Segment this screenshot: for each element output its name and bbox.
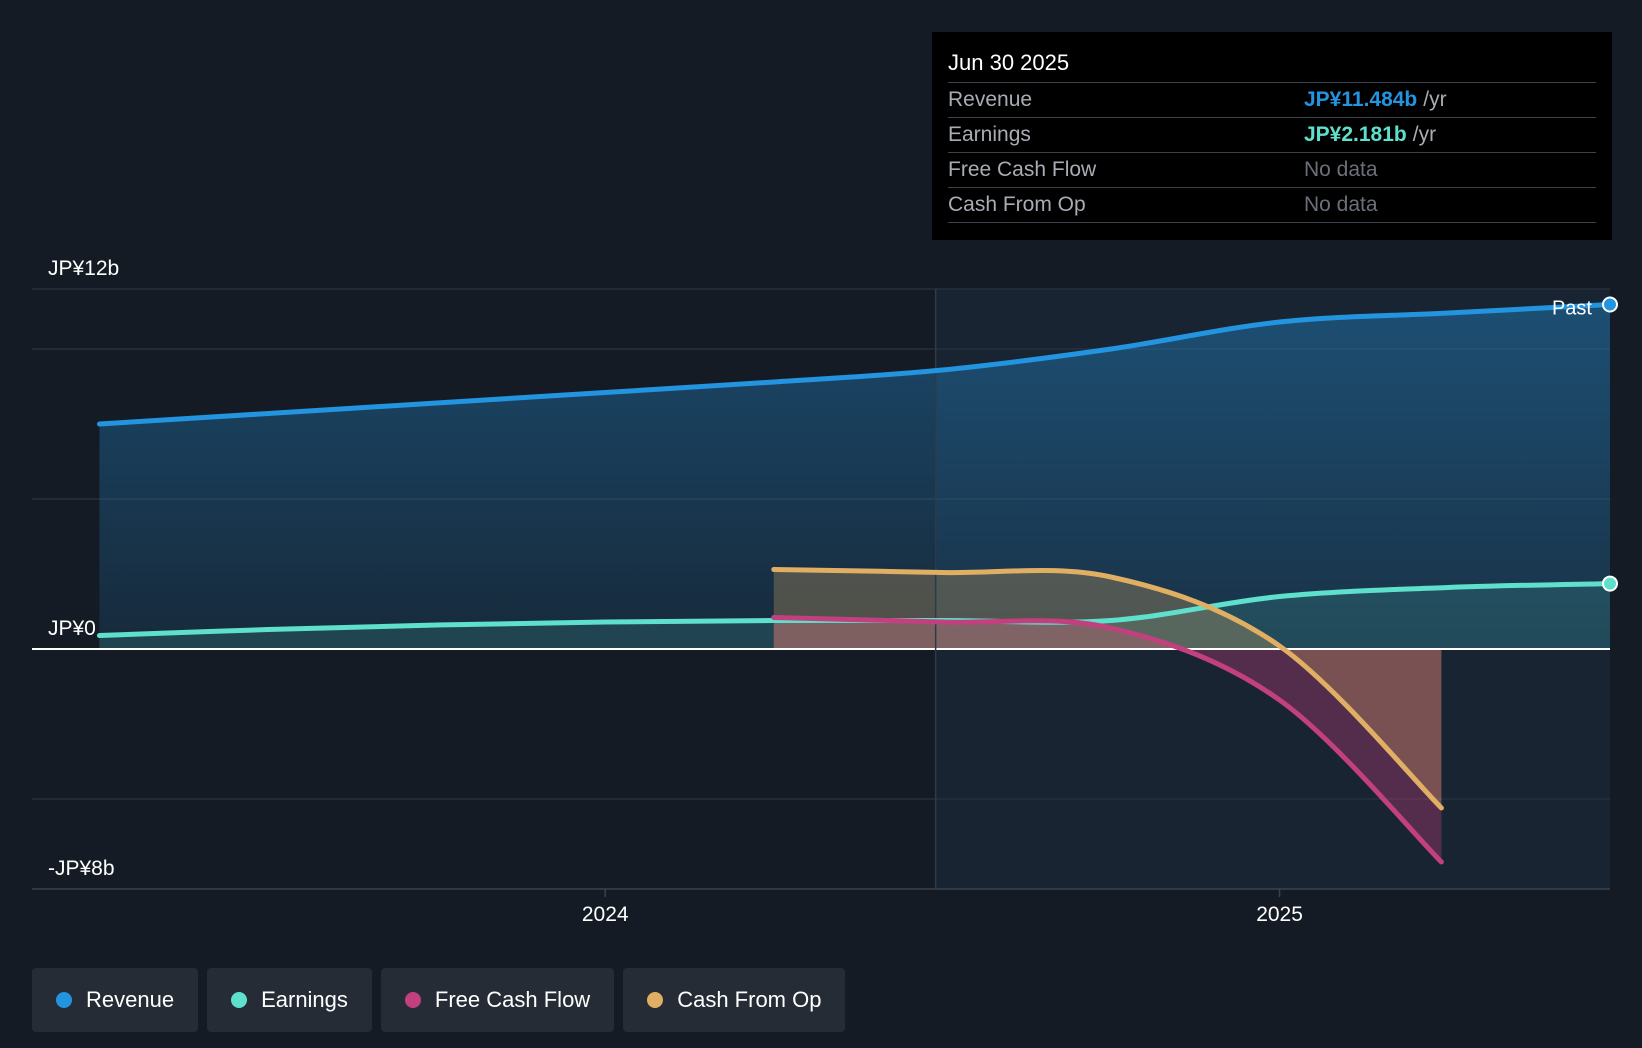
- tooltip-label: Cash From Op: [948, 193, 1086, 216]
- revenue-line: [96, 301, 1613, 427]
- chart: JP¥12b JP¥0 -JP¥8b 2024 2025 Past: [32, 257, 1618, 926]
- tooltip-row-free-cash-flow: Free Cash Flow No data: [948, 153, 1596, 188]
- tooltip-value: No data: [1304, 158, 1378, 181]
- legend-label: Earnings: [261, 987, 348, 1012]
- earnings-dot-icon: [231, 992, 248, 1008]
- revenue-dot-icon: [56, 992, 72, 1008]
- free-cash-flow-dot-icon: [404, 992, 421, 1008]
- revenue-area: [99, 304, 1610, 649]
- tooltip-label: Earnings: [948, 123, 1031, 146]
- tooltip-label: Free Cash Flow: [948, 158, 1097, 181]
- tooltip-value: JP¥2.181b: [1304, 123, 1407, 146]
- cash-from-op-area: [773, 569, 1442, 808]
- y-axis-labels: JP¥12b JP¥0 -JP¥8b: [48, 257, 119, 880]
- earnings-area: [99, 583, 1610, 649]
- tooltip-date: Jun 30 2025: [948, 46, 1596, 83]
- legend-item-cash-from-op[interactable]: Cash From Op: [623, 968, 846, 1032]
- legend-label: Cash From Op: [677, 987, 822, 1012]
- hover-tooltip: Jun 30 2025 Revenue JP¥11.484b /yr Earni…: [932, 32, 1612, 240]
- series-lines: [96, 296, 1618, 865]
- legend: Revenue Earnings Free Cash Flow Cash Fro…: [32, 968, 846, 1032]
- x-axis-labels: 2024 2025: [582, 889, 1303, 926]
- legend-item-revenue[interactable]: Revenue: [32, 968, 199, 1032]
- tooltip-row-revenue: Revenue JP¥11.484b /yr: [948, 83, 1596, 118]
- tooltip-unit: /yr: [1423, 88, 1447, 111]
- tooltip-row-cash-from-op: Cash From Op No data: [948, 188, 1596, 223]
- past-label: Past: [1552, 297, 1592, 319]
- legend-item-free-cash-flow[interactable]: Free Cash Flow: [380, 968, 615, 1032]
- y-tick-label: JP¥0: [48, 617, 96, 640]
- legend-label: Free Cash Flow: [434, 987, 591, 1012]
- cash-from-op-dot-icon: [647, 992, 664, 1008]
- y-tick-label: -JP¥8b: [48, 857, 115, 880]
- legend-label: Revenue: [86, 987, 175, 1012]
- tooltip-value: JP¥11.484b: [1304, 88, 1418, 111]
- tooltip-unit: /yr: [1412, 123, 1437, 146]
- cash-from-op-line: [771, 567, 1444, 811]
- y-tick-label: JP¥12b: [48, 257, 119, 280]
- legend-item-earnings[interactable]: Earnings: [207, 968, 372, 1032]
- free-cash-flow-line: [771, 615, 1444, 865]
- tooltip-row-earnings: Earnings JP¥2.181b /yr: [948, 118, 1596, 153]
- tooltip-label: Revenue: [948, 88, 1033, 111]
- free-cash-flow-area: [773, 617, 1442, 862]
- earnings-endpoint: [1602, 575, 1618, 592]
- tooltip-value: No data: [1304, 193, 1378, 216]
- revenue-endpoint: [1602, 296, 1618, 313]
- x-tick-label: 2024: [582, 903, 629, 926]
- x-tick-label: 2025: [1256, 903, 1303, 926]
- series-areas: [99, 304, 1610, 862]
